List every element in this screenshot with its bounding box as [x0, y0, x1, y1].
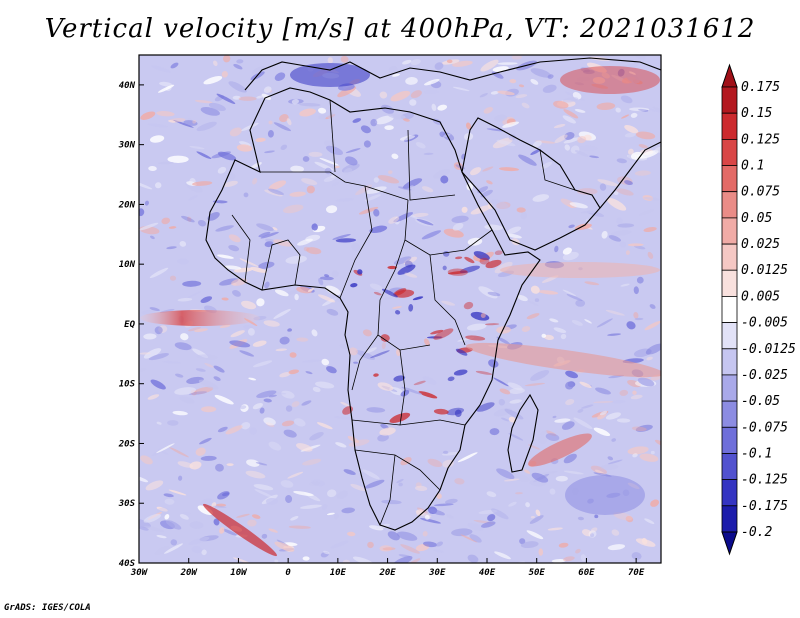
- lat-label: 20N: [118, 200, 136, 210]
- colorbar-swatch: [721, 374, 738, 402]
- colorbar-swatch: [721, 426, 738, 454]
- colorbar-swatch: [721, 453, 738, 481]
- lon-label: 0: [285, 568, 291, 578]
- colorbar-swatch: [721, 86, 738, 114]
- colorbar-swatch: [721, 112, 738, 140]
- colorbar-swatch: [721, 295, 738, 323]
- lon-label: 10W: [230, 568, 248, 578]
- colorbar-label: 0.125: [741, 132, 780, 147]
- colorbar-swatch: [721, 138, 738, 166]
- colorbar-label: -0.175: [741, 499, 788, 514]
- colorbar-label: -0.0125: [741, 342, 796, 357]
- lon-label: 30E: [428, 568, 446, 578]
- colorbar-label: -0.2: [741, 525, 772, 540]
- colorbar-label: -0.005: [741, 316, 788, 331]
- colorbar-label: -0.125: [741, 473, 788, 488]
- lat-label: EQ: [124, 320, 135, 330]
- lon-label: 40E: [479, 568, 496, 578]
- lat-label: 30N: [118, 141, 136, 151]
- colorbar-label: 0.1: [741, 159, 764, 174]
- lon-label: 20W: [180, 568, 199, 578]
- lat-label: 40N: [119, 81, 136, 91]
- colorbar-bottom-arrow: [721, 531, 738, 556]
- colorbar-swatch: [721, 400, 738, 428]
- colorbar-label: 0.0125: [741, 263, 788, 278]
- lat-label: 10S: [119, 380, 136, 390]
- colorbar-swatch: [721, 217, 738, 245]
- colorbar-top-arrow: [721, 63, 738, 88]
- colorbar-label: 0.15: [741, 106, 772, 121]
- colorbar-label: 0.05: [741, 211, 772, 226]
- arabia-coastline: [461, 117, 601, 251]
- colorbar-swatch: [721, 505, 738, 533]
- colorbar-label: -0.025: [741, 368, 788, 383]
- africa-coastline: [205, 87, 541, 531]
- asia-coastline: [599, 141, 661, 209]
- madagascar: [507, 393, 539, 473]
- itcz-band: [140, 310, 260, 326]
- lat-label: 30S: [118, 499, 136, 509]
- lat-label: 10N: [119, 260, 136, 270]
- land-outlines: [205, 57, 661, 531]
- colorbar-swatch: [721, 269, 738, 297]
- lon-label: 50E: [529, 568, 546, 578]
- velocity-field: [139, 55, 661, 563]
- colorbar-label: -0.1: [741, 447, 772, 462]
- lat-label: 20S: [118, 439, 136, 449]
- lat-label: 40S: [119, 559, 136, 569]
- lon-label: 70E: [628, 568, 645, 578]
- colorbar: 0.175 0.15 0.125 0.1 0.075 0.05 0.025 0.0125 0.0…: [721, 63, 796, 556]
- colorbar-label: -0.075: [741, 420, 788, 435]
- latitude-axis: 40N 30N 20N 10N EQ 10S 20S 30S 40S: [118, 81, 144, 569]
- colorbar-label: 0.025: [741, 237, 780, 252]
- lon-label: 10E: [330, 568, 347, 578]
- colorbar-swatch: [721, 165, 738, 193]
- lon-label: 30W: [130, 568, 149, 578]
- colorbar-label: 0.005: [741, 289, 780, 304]
- colorbar-label: 0.175: [741, 80, 780, 95]
- lon-label: 20E: [378, 568, 396, 578]
- lon-label: 60E: [578, 568, 595, 578]
- page-title: Vertical velocity [m/s] at 400hPa, VT: 2…: [44, 14, 756, 44]
- colorbar-swatch: [721, 191, 738, 219]
- grads-credit: GrADS: IGES/COLA: [4, 603, 91, 613]
- colorbar-label: -0.05: [741, 394, 780, 409]
- colorbar-label: 0.075: [741, 185, 780, 200]
- map-frame: [138, 54, 662, 564]
- longitude-axis: 30W 20W 10W 0 10E 20E 30E 40E 50E 60E 70E: [130, 558, 645, 578]
- colorbar-swatch: [721, 348, 738, 376]
- colorbar-swatch: [721, 322, 738, 350]
- europe-coastline: [244, 57, 661, 91]
- colorbar-swatch: [721, 479, 738, 507]
- colorbar-swatch: [721, 243, 738, 271]
